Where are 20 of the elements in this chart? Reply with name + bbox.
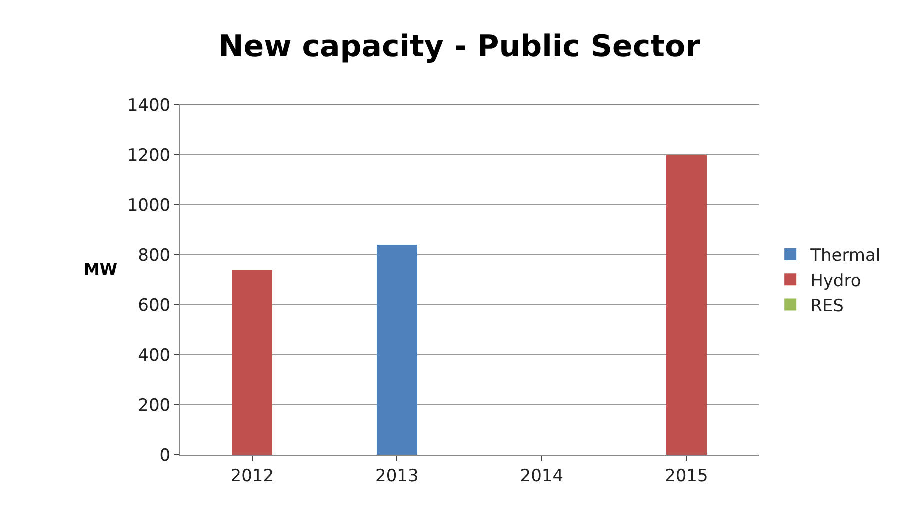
y-tick-label: 0 xyxy=(160,446,171,466)
chart-title: New capacity - Public Sector xyxy=(218,30,701,65)
bar xyxy=(232,270,273,455)
legend-label: RES xyxy=(810,296,844,316)
legend-label: Hydro xyxy=(810,271,862,292)
y-tick-label: 1400 xyxy=(127,96,171,116)
bar xyxy=(666,155,707,455)
x-tick-label: 2012 xyxy=(230,466,274,486)
y-tick-label: 400 xyxy=(138,346,171,366)
x-tick-label: 2015 xyxy=(664,466,708,486)
bar xyxy=(376,245,418,455)
x-tick-label: 2013 xyxy=(375,466,419,486)
legend-label: Thermal xyxy=(810,246,881,266)
y-tick-label: 1000 xyxy=(127,196,171,216)
x-tick-label: 2014 xyxy=(520,466,564,486)
y-axis-title: MW xyxy=(84,260,118,279)
y-tick-label: 1200 xyxy=(127,146,171,166)
y-tick-label: 600 xyxy=(138,296,171,316)
y-tick-label: 800 xyxy=(138,246,171,266)
y-tick-label: 200 xyxy=(138,396,171,416)
